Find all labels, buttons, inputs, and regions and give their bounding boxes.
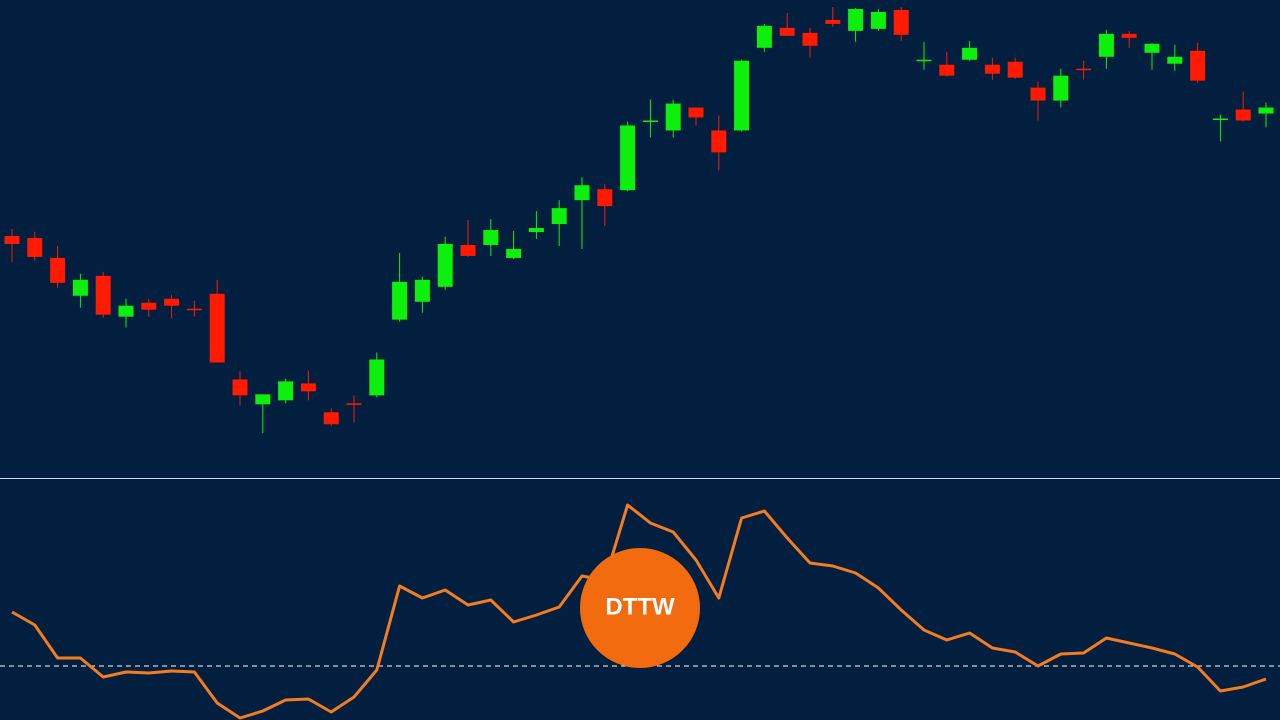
candle-body — [802, 32, 818, 46]
candle-body — [506, 248, 522, 258]
candle-body — [1121, 33, 1137, 38]
candle-body — [1190, 50, 1206, 81]
candle-body — [962, 47, 978, 60]
candle-body — [278, 381, 294, 401]
candle-body — [848, 8, 864, 31]
candle-body — [232, 379, 248, 396]
candle-body — [711, 130, 727, 153]
candle-body — [4, 236, 20, 244]
candle-body — [1235, 109, 1251, 121]
candle-body — [1007, 61, 1023, 78]
candle-body — [95, 275, 111, 315]
candle-body — [346, 403, 362, 405]
price-panel — [4, 6, 1274, 434]
candle-body — [528, 228, 544, 233]
candle-body — [642, 120, 658, 122]
candle-body — [369, 359, 385, 396]
candle-body — [870, 11, 886, 29]
candle-body — [414, 279, 430, 302]
candle-body — [72, 279, 88, 296]
candle-body — [1144, 43, 1160, 53]
oscillator-line — [11, 503, 1267, 720]
candle-body — [1258, 107, 1274, 114]
candle-body — [186, 308, 202, 311]
candle-body — [825, 19, 841, 24]
logo: DTTW — [580, 548, 700, 668]
candle-body — [984, 64, 1000, 74]
logo-text: DTTW — [605, 593, 675, 620]
candle-body — [916, 59, 932, 62]
candle-body — [620, 125, 636, 191]
logo-badge — [580, 548, 700, 668]
candle-body — [323, 412, 339, 425]
candle-body — [893, 9, 909, 35]
candle-body — [300, 383, 316, 392]
candle-body — [27, 238, 43, 257]
candle-body — [1167, 56, 1183, 64]
candle-body — [1076, 68, 1092, 71]
candle-body — [437, 243, 453, 287]
candle-body — [734, 60, 750, 131]
candle-body — [665, 103, 681, 131]
candle-body — [1053, 75, 1069, 101]
candle-body — [483, 230, 499, 245]
candle-body — [164, 298, 180, 306]
candle-body — [779, 27, 795, 36]
candle-body — [1212, 118, 1228, 121]
candle-body — [574, 185, 590, 201]
candle-body — [939, 64, 955, 76]
candle-body — [551, 208, 567, 225]
candle-body — [141, 302, 157, 310]
candle-body — [209, 293, 225, 363]
candle-body — [392, 281, 408, 320]
candle-body — [1098, 33, 1114, 57]
candle-body — [118, 305, 134, 317]
candle-body — [50, 257, 66, 283]
candle-body — [1030, 87, 1046, 101]
candle-body — [460, 244, 476, 256]
candle-body — [597, 189, 613, 207]
candle-body — [756, 25, 772, 48]
candle-body — [688, 107, 704, 118]
candle-body — [255, 394, 271, 405]
